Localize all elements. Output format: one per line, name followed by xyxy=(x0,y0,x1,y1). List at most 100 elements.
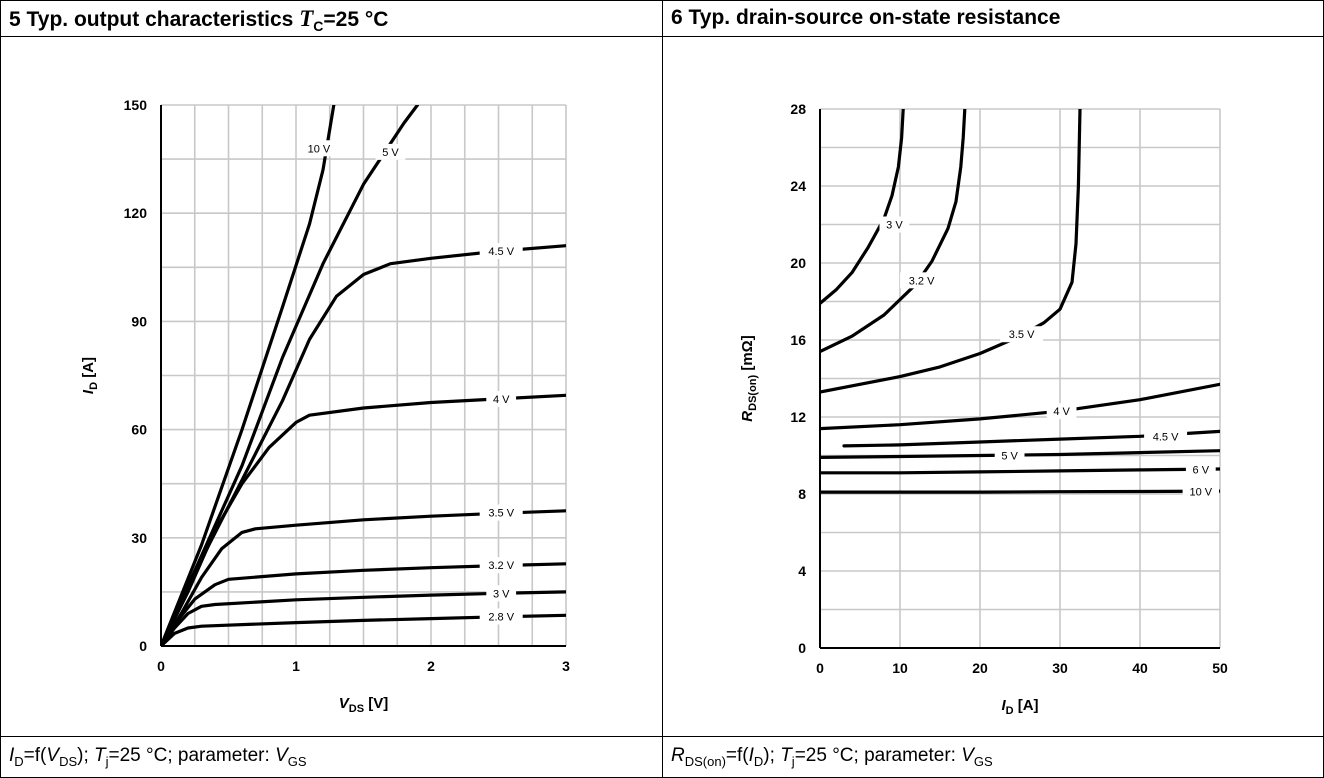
y-tick-label: 0 xyxy=(798,640,806,656)
left-chart-header: 5 Typ. output characteristics TC=25 °C xyxy=(0,0,663,37)
y-tick-label: 150 xyxy=(124,97,148,113)
x-tick-label: 2 xyxy=(427,658,435,674)
y-axis-label-unit: [A] xyxy=(80,357,97,382)
curve-label-bg xyxy=(486,585,517,602)
curve-label: 3.2 V xyxy=(488,560,514,572)
x-axis-label: VDS [V] xyxy=(339,695,388,715)
x-axis-label-unit: [V] xyxy=(364,695,388,712)
curve-label-bg xyxy=(1000,326,1044,343)
caption-sym: R xyxy=(671,745,685,766)
caption-sub: j xyxy=(105,753,109,769)
curve-label: 3 V xyxy=(886,220,903,232)
y-tick-label: 20 xyxy=(790,255,806,271)
curve-label-bg xyxy=(479,243,523,260)
left-title-symbol: T xyxy=(299,6,314,31)
x-tick-label: 40 xyxy=(1132,660,1148,676)
caption-sym: V xyxy=(46,745,60,766)
x-tick-label: 1 xyxy=(292,658,300,674)
y-axis-label: RDS(on) [mΩ] xyxy=(739,335,759,421)
caption-sub: DS(on) xyxy=(684,753,726,769)
curve-label-bg xyxy=(300,140,338,157)
x-tick-label: 3 xyxy=(562,658,570,674)
curve-label: 4 V xyxy=(1053,406,1070,418)
caption-sub: D xyxy=(753,753,764,769)
x-axis-label-unit: [A] xyxy=(1014,697,1039,714)
caption-text: ); xyxy=(763,745,781,766)
series-line xyxy=(161,105,420,646)
grid xyxy=(820,108,1221,648)
curve-label: 10 V xyxy=(308,143,331,155)
series-line xyxy=(161,562,566,646)
series-line xyxy=(161,393,566,646)
y-tick-label: 4 xyxy=(798,563,806,579)
caption-sym: V xyxy=(275,745,288,766)
series-line xyxy=(161,613,566,646)
series-line xyxy=(161,105,336,646)
x-tick-label: 20 xyxy=(972,660,988,676)
curve-label-bg xyxy=(1144,428,1188,445)
curve-label-bg xyxy=(1185,461,1216,478)
y-tick-label: 16 xyxy=(790,332,806,348)
x-tick-label: 30 xyxy=(1052,660,1068,676)
caption-text: =25 °C; parameter: xyxy=(108,745,276,766)
caption-sym: T xyxy=(94,745,106,766)
curve-label: 6 V xyxy=(1193,464,1210,476)
series-line xyxy=(161,590,566,646)
series-line xyxy=(820,109,905,305)
left-chart-caption: ID=f(VDS); Tj=25 °C; parameter: VGS xyxy=(0,736,663,778)
left-title-suffix: =25 °C xyxy=(323,8,389,31)
x-axis-label: ID [A] xyxy=(1001,697,1038,717)
left-title-sub: C xyxy=(313,18,324,35)
curve-label-bg xyxy=(994,447,1025,464)
curve-label: 5 V xyxy=(1001,451,1018,463)
y-axis-label-sub: D xyxy=(88,382,100,390)
series-line xyxy=(161,509,566,646)
y-tick-label: 0 xyxy=(139,638,147,654)
y-tick-label: 12 xyxy=(790,409,806,425)
curve-label-bg xyxy=(486,390,517,407)
caption-sym: I xyxy=(9,745,15,766)
curve-label-bg xyxy=(375,143,406,160)
y-axis-label-symbol: I xyxy=(80,389,97,394)
curve-label: 3.5 V xyxy=(488,508,514,520)
right-chart-caption: RDS(on)=f(ID); Tj=25 °C; parameter: VGS xyxy=(662,736,1324,778)
y-axis-label-symbol: R xyxy=(739,411,756,422)
y-tick-label: 120 xyxy=(124,205,148,221)
curve-label-bg xyxy=(479,504,523,521)
curve-label-bg xyxy=(479,608,523,625)
caption-sub: GS xyxy=(287,753,307,769)
right-chart-cell: 0 10 20 30 40 50 0 4 8 12 16 20 24 28 ID [A] RDS(on) [m… xyxy=(662,36,1324,737)
caption-sub: D xyxy=(14,753,24,769)
curve-label: 3 V xyxy=(493,588,510,600)
curve-label-bg xyxy=(1182,483,1219,500)
x-axis-label-sub: D xyxy=(1006,705,1014,717)
curve-label-bg xyxy=(1046,403,1077,420)
curve-label: 3.5 V xyxy=(1009,329,1035,341)
curve-label: 4.5 V xyxy=(1153,431,1179,443)
y-tick-label: 60 xyxy=(131,422,147,438)
caption-sym: I xyxy=(748,745,754,766)
y-tick-label: 30 xyxy=(131,530,147,546)
curve-label: 10 V xyxy=(1189,487,1212,499)
series-line xyxy=(820,109,1082,394)
caption-sub: GS xyxy=(973,753,993,769)
caption-text: =f( xyxy=(725,745,749,766)
y-axis-label-unit: [mΩ] xyxy=(739,335,756,375)
y-tick-label: 90 xyxy=(131,313,147,329)
caption-text: =25 °C; parameter: xyxy=(794,745,962,766)
right-title: 6 Typ. drain-source on-state resistance xyxy=(671,6,1061,29)
curve-label-bg xyxy=(479,557,523,574)
caption-sym: T xyxy=(780,745,792,766)
series-group xyxy=(161,105,566,646)
grid xyxy=(161,104,567,646)
y-tick-label: 24 xyxy=(790,178,806,194)
series-line xyxy=(820,109,967,354)
curve-label: 4 V xyxy=(493,394,510,406)
y-axis-label-sub: DS(on) xyxy=(747,374,759,410)
caption-text: ); xyxy=(77,745,95,766)
curve-label: 3.2 V xyxy=(909,275,935,287)
caption-sub: j xyxy=(791,753,795,769)
